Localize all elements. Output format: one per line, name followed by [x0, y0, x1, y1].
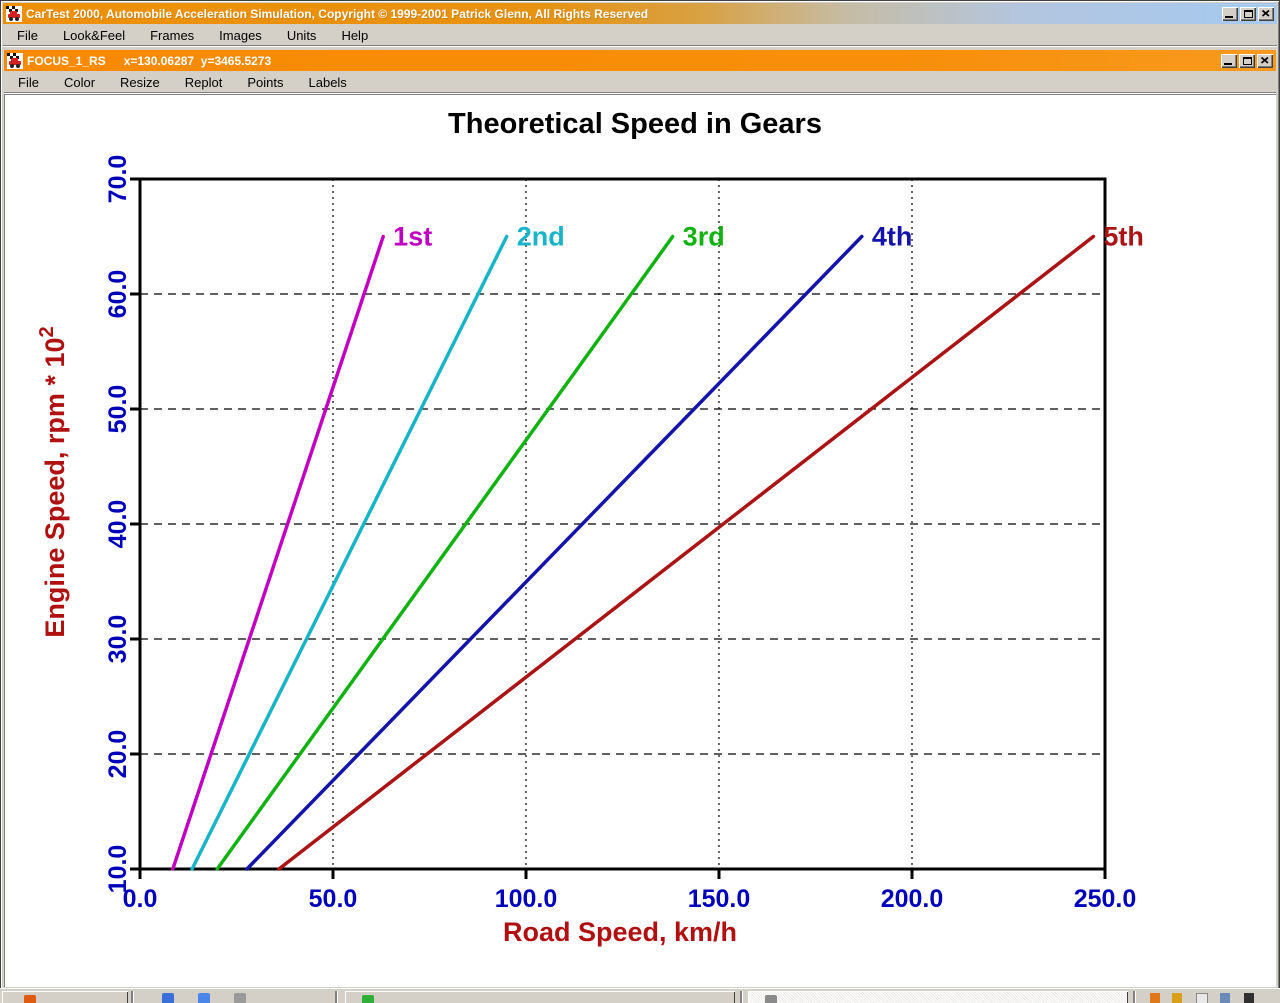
minimize-icon — [1224, 62, 1232, 65]
y-tick-label: 70.0 — [104, 155, 132, 204]
quick-launch-icon[interactable] — [162, 993, 174, 1003]
x-tick-label: 200.0 — [881, 885, 944, 913]
gear-label-5th: 5th — [1103, 222, 1144, 252]
x-tick-label: 0.0 — [123, 885, 158, 913]
task-icon — [362, 995, 374, 1003]
plot-menu-replot[interactable]: Replot — [184, 75, 223, 90]
y-tick-label: 50.0 — [104, 385, 132, 434]
x-axis-title: Road Speed, km/h — [503, 917, 737, 947]
x-tick-label: 150.0 — [688, 885, 751, 913]
gear-label-2nd: 2nd — [517, 222, 565, 252]
plot-window-titlebar[interactable]: FOCUS_1_RS x=130.06287 y=3465.5273 — [4, 50, 1276, 71]
maximize-button[interactable] — [1240, 6, 1256, 21]
taskbar-separator — [335, 991, 338, 1003]
gear-line-1st — [171, 234, 385, 871]
start-icon — [24, 995, 36, 1003]
app-menubar: File Look&Feel Frames Images Units Help — [3, 24, 1277, 47]
menu-help[interactable]: Help — [341, 28, 369, 43]
maximize-icon — [1242, 56, 1252, 65]
menu-frames[interactable]: Frames — [150, 28, 195, 43]
task-icon — [765, 995, 777, 1003]
x-tick-label: 250.0 — [1074, 885, 1137, 913]
tray-icon[interactable] — [1172, 993, 1182, 1003]
x-tick-label: 50.0 — [309, 885, 358, 913]
app-title: CarTest 2000, Automobile Acceleration Si… — [26, 6, 649, 21]
gear-line-2nd — [190, 234, 509, 871]
minimize-button[interactable] — [1222, 6, 1238, 21]
close-button[interactable] — [1258, 6, 1274, 21]
tray-icon[interactable] — [1150, 993, 1160, 1003]
menu-images[interactable]: Images — [219, 28, 262, 43]
task-button-active[interactable] — [748, 991, 1128, 1003]
y-axis-title: Engine Speed, rpm * 102 — [36, 326, 70, 637]
gear-line-3rd — [215, 234, 675, 871]
menu-lookandfeel[interactable]: Look&Feel — [62, 28, 126, 43]
menu-units[interactable]: Units — [286, 28, 317, 43]
plot-window-title: FOCUS_1_RS — [27, 53, 106, 68]
y-tick-label: 40.0 — [104, 500, 132, 549]
menu-file[interactable]: File — [17, 28, 38, 43]
plot-maximize-button[interactable] — [1239, 53, 1255, 68]
gear-label-3rd: 3rd — [683, 222, 725, 252]
car-icon — [6, 5, 22, 22]
cursor-coordinates-readout: x=130.06287 y=3465.5273 — [123, 53, 272, 68]
quick-launch-icon[interactable] — [234, 993, 246, 1003]
taskbar-separator — [131, 991, 134, 1003]
plot-menu-labels[interactable]: Labels — [308, 75, 347, 90]
plot-content-area — [4, 94, 1276, 987]
gear-label-4th: 4th — [872, 222, 913, 252]
app-titlebar[interactable]: CarTest 2000, Automobile Acceleration Si… — [3, 3, 1277, 24]
close-icon — [1262, 10, 1270, 17]
gear-label-1st: 1st — [393, 222, 432, 252]
y-tick-label: 10.0 — [104, 845, 132, 894]
y-tick-label: 30.0 — [104, 615, 132, 664]
gear-line-5th — [277, 234, 1096, 871]
y-tick-label: 60.0 — [104, 270, 132, 319]
tray-icon[interactable] — [1244, 993, 1254, 1003]
plot-menu-resize[interactable]: Resize — [120, 75, 160, 90]
car-icon — [7, 52, 23, 69]
taskbar-separator — [740, 991, 743, 1003]
maximize-icon — [1243, 9, 1253, 18]
tray-icon[interactable] — [1196, 993, 1208, 1003]
x-tick-label: 100.0 — [495, 885, 558, 913]
taskbar-separator — [1133, 991, 1136, 1003]
plot-menu-points[interactable]: Points — [247, 75, 284, 90]
minimize-icon — [1225, 15, 1233, 18]
plot-menubar: File Color Resize Replot Points Labels — [4, 71, 1276, 94]
close-icon — [1261, 57, 1269, 64]
y-tick-label: 20.0 — [104, 730, 132, 779]
plot-close-button[interactable] — [1257, 53, 1273, 68]
gear-line-4th — [245, 234, 864, 871]
plot-minimize-button[interactable] — [1221, 53, 1237, 68]
start-button[interactable] — [2, 991, 128, 1003]
quick-launch-icon[interactable] — [198, 993, 210, 1003]
chart-title: Theoretical Speed in Gears — [448, 108, 822, 140]
gear-speed-chart[interactable]: 0.0 50.0 100.0 150.0 200.0 250.0 10.0 20.0 30.0 4… — [0, 93, 1280, 987]
taskbar — [0, 988, 1280, 1003]
plot-menu-color[interactable]: Color — [63, 75, 96, 90]
task-button[interactable] — [345, 991, 735, 1003]
plot-menu-file[interactable]: File — [18, 75, 39, 90]
tray-icon[interactable] — [1220, 993, 1230, 1003]
